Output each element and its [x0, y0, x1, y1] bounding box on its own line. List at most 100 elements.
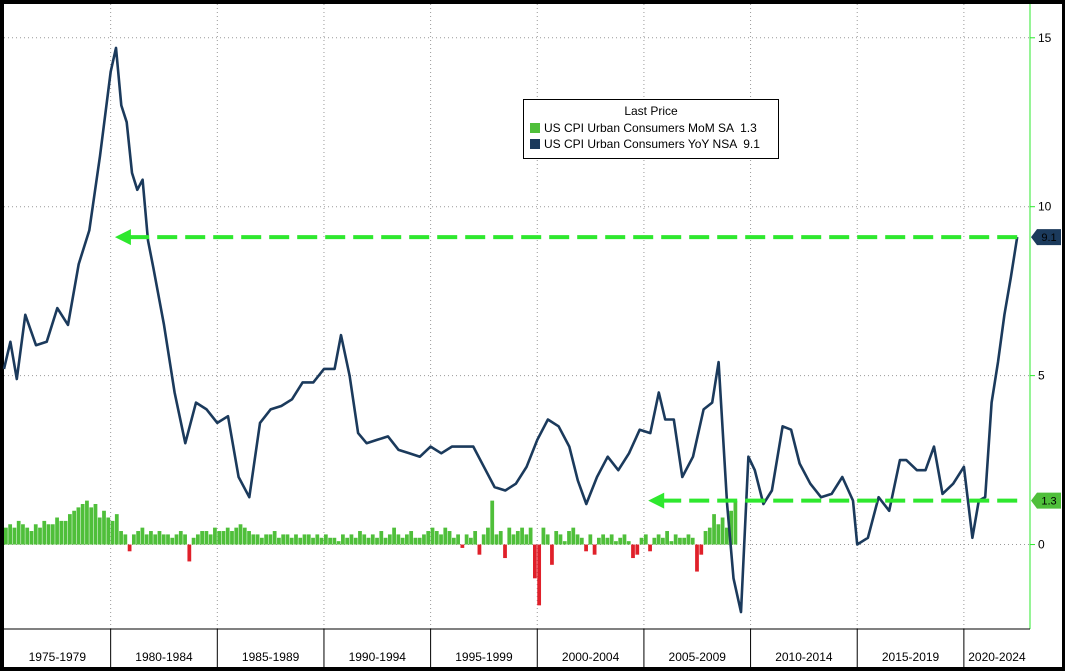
annotations-layer: [114, 229, 1018, 509]
mom-bar: [635, 544, 640, 555]
yoy-line: [2, 46, 1019, 614]
mom-bar: [387, 534, 392, 545]
mom-bar: [477, 544, 482, 555]
mom-bar: [622, 534, 627, 545]
mom-bar: [264, 534, 268, 545]
mom-bar: [639, 537, 644, 545]
mom-bar: [59, 520, 64, 545]
mom-bar: [686, 534, 691, 545]
mom-bar: [490, 500, 495, 545]
mom-bar: [302, 534, 307, 545]
mom-bar: [268, 534, 273, 545]
mom-bar: [550, 544, 554, 565]
legend-value-mom: 1.3: [740, 121, 757, 135]
mom-bar: [76, 507, 81, 545]
mom-bar: [434, 531, 439, 545]
mom-bar: [456, 534, 460, 545]
y-ticks-layer: 15 10 5 0: [1030, 31, 1052, 552]
mom-bar: [660, 537, 665, 545]
mom-bar: [234, 527, 239, 545]
mom-bar: [362, 534, 367, 545]
value-badge-text-0: 9.1: [1041, 232, 1056, 244]
mom-bar: [259, 537, 264, 545]
legend-swatch-mom: [530, 123, 540, 133]
mom-bar: [562, 541, 567, 545]
mom-bar: [665, 531, 670, 545]
legend-value-yoy: 9.1: [743, 137, 760, 151]
arrowhead-1: [648, 492, 665, 509]
mom-bar: [366, 537, 371, 545]
mom-bar: [306, 534, 311, 545]
mom-bar: [323, 534, 328, 545]
mom-bar: [486, 527, 490, 545]
mom-bar: [157, 531, 162, 545]
period-label-8: 2015-2019: [882, 650, 940, 664]
mom-bar: [473, 531, 478, 545]
period-label-7: 2010-2014: [775, 650, 833, 664]
mom-bar: [528, 527, 533, 545]
mom-bar: [695, 544, 699, 572]
legend-title: Last Price: [624, 104, 678, 118]
y-tick-label-1: 10: [1038, 200, 1052, 214]
mom-bar: [481, 534, 486, 545]
mom-bar: [149, 531, 153, 545]
mom-bar: [4, 527, 8, 545]
mom-bar: [341, 534, 345, 545]
legend-entry-yoy: US CPI Urban Consumers YoY NSA 9.1: [530, 136, 772, 152]
mom-bar: [136, 531, 141, 545]
mom-bar: [451, 537, 456, 545]
mom-bar: [707, 527, 712, 545]
mom-bar: [328, 537, 332, 545]
mom-bar: [699, 544, 704, 555]
mom-bar: [140, 527, 145, 545]
mom-bar: [127, 544, 132, 552]
mom-bar: [55, 517, 59, 545]
mom-bar: [251, 534, 256, 545]
mom-bar: [50, 524, 55, 545]
mom-bar: [370, 534, 375, 545]
mom-bar: [178, 531, 183, 545]
mom-bar: [110, 520, 115, 545]
mom-bar: [63, 520, 68, 545]
mom-bar: [588, 534, 593, 545]
mom-bar: [195, 534, 200, 545]
mom-bar: [353, 537, 358, 545]
mom-bar: [298, 537, 303, 545]
mom-bar: [80, 504, 85, 545]
mom-bar: [712, 514, 716, 545]
mom-bar: [417, 537, 422, 545]
mom-bar: [720, 517, 725, 545]
mom-bar: [532, 544, 537, 579]
value-badge-text-1: 1.3: [1041, 496, 1056, 508]
value-badges-layer: 9.1 1.3: [1031, 229, 1061, 509]
mom-bar: [571, 527, 576, 545]
mom-bar: [575, 534, 580, 545]
mom-bar: [648, 544, 652, 552]
mom-bar: [8, 524, 13, 545]
mom-bar: [119, 531, 123, 545]
mom-bar: [25, 527, 30, 545]
mom-bar: [507, 527, 512, 545]
mom-bar: [413, 537, 418, 545]
mom-bar: [311, 537, 315, 545]
mom-bar: [153, 534, 158, 545]
mom-bar: [345, 537, 350, 545]
mom-bar: [12, 527, 17, 545]
mom-bar: [524, 534, 529, 545]
legend-entry-mom: US CPI Urban Consumers MoM SA 1.3: [530, 120, 772, 136]
period-label-4: 1995-1999: [455, 650, 513, 664]
mom-bar: [255, 534, 260, 545]
mom-bar: [678, 537, 682, 545]
mom-bar: [242, 527, 247, 545]
mom-bar: [285, 534, 290, 545]
value-badge-0: 9.1: [1031, 229, 1061, 246]
mom-bar: [460, 544, 465, 548]
mom-bar: [601, 534, 606, 545]
mom-bar: [208, 534, 213, 545]
period-label-5: 2000-2004: [562, 650, 620, 664]
y-tick-label-2: 5: [1038, 369, 1045, 383]
period-label-9: 2020-2024: [968, 650, 1026, 664]
mom-bar: [46, 524, 51, 545]
